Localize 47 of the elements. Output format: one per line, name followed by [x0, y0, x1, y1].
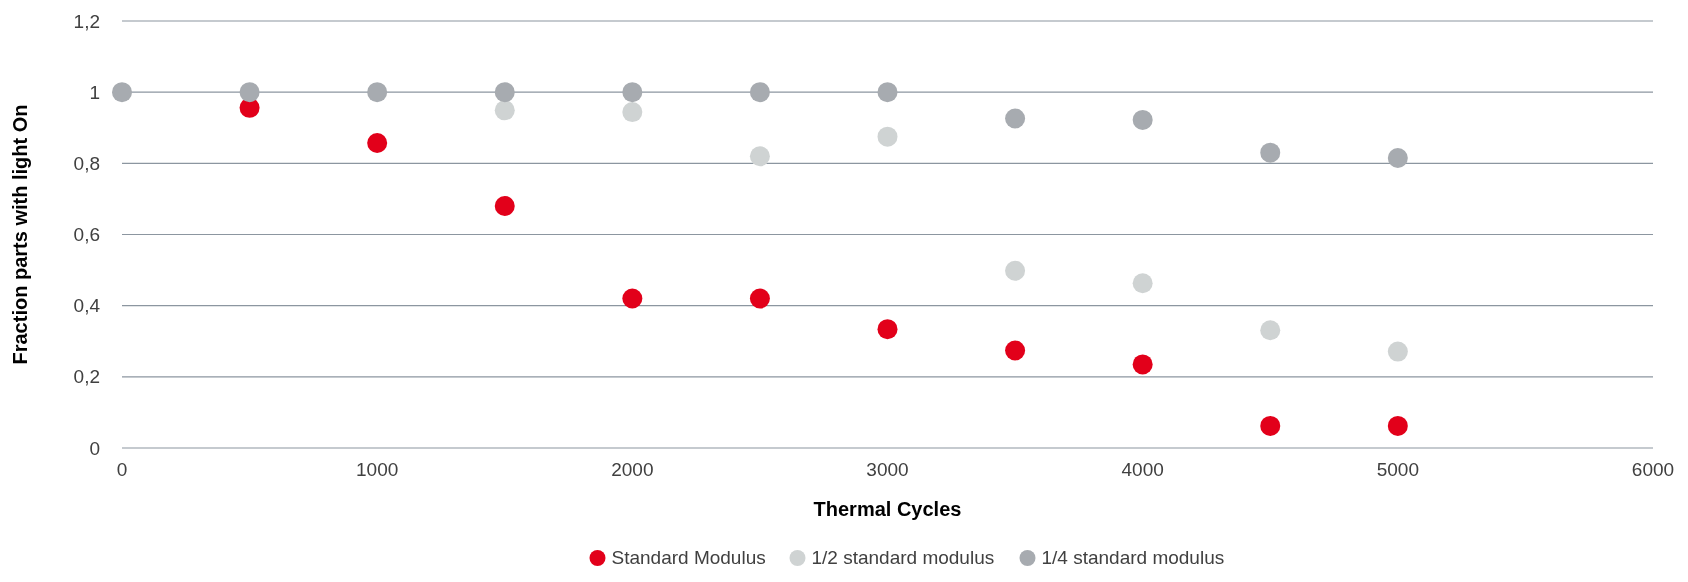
- point: [494, 82, 515, 103]
- x-tick-label: 0: [116, 459, 128, 480]
- legend-label: 1/4 standard modulus: [1041, 547, 1225, 568]
- point: [877, 319, 898, 340]
- x-tick-label: 6000: [1631, 459, 1675, 480]
- point: [367, 133, 388, 154]
- y-tick-label: 0,4: [73, 295, 101, 317]
- legend-label: 1/2 standard modulus: [811, 547, 995, 568]
- y-tick-label: 0: [89, 437, 100, 459]
- y-tick-label: 1: [89, 81, 100, 103]
- point: [877, 126, 898, 147]
- point: [367, 82, 388, 103]
- point: [1132, 109, 1153, 130]
- point: [622, 102, 643, 123]
- point: [239, 82, 260, 103]
- point: [1132, 354, 1153, 375]
- point: [749, 288, 770, 309]
- x-tick-label: 2000: [611, 459, 654, 480]
- point: [1387, 415, 1408, 436]
- point: [1260, 320, 1281, 341]
- point: [1005, 108, 1026, 129]
- y-tick-label: 0,2: [73, 366, 100, 388]
- x-tick-label: 5000: [1376, 459, 1419, 480]
- point: [749, 146, 770, 167]
- y-tick-label: 1,2: [73, 10, 100, 32]
- x-tick-label: 4000: [1121, 459, 1164, 480]
- point: [112, 82, 132, 103]
- point: [1005, 260, 1026, 281]
- y-tick-label: 0,6: [73, 224, 100, 246]
- point: [1387, 148, 1408, 168]
- point: [877, 82, 898, 103]
- point: [494, 196, 515, 217]
- point: [1260, 415, 1281, 436]
- x-tick-label: 1000: [356, 459, 399, 480]
- point: [1132, 273, 1153, 294]
- point: [749, 82, 770, 103]
- y-axis-title: Fraction parts with light On: [9, 104, 31, 365]
- point: [1005, 340, 1026, 361]
- legend-label: Standard Modulus: [611, 547, 766, 568]
- x-axis-title: Thermal Cycles: [813, 498, 962, 520]
- x-tick-label: 3000: [866, 459, 909, 480]
- point: [1260, 142, 1281, 163]
- point: [622, 288, 643, 309]
- point: [1387, 341, 1408, 362]
- point: [494, 100, 515, 121]
- y-tick-label: 0,8: [73, 152, 100, 174]
- point: [622, 82, 643, 103]
